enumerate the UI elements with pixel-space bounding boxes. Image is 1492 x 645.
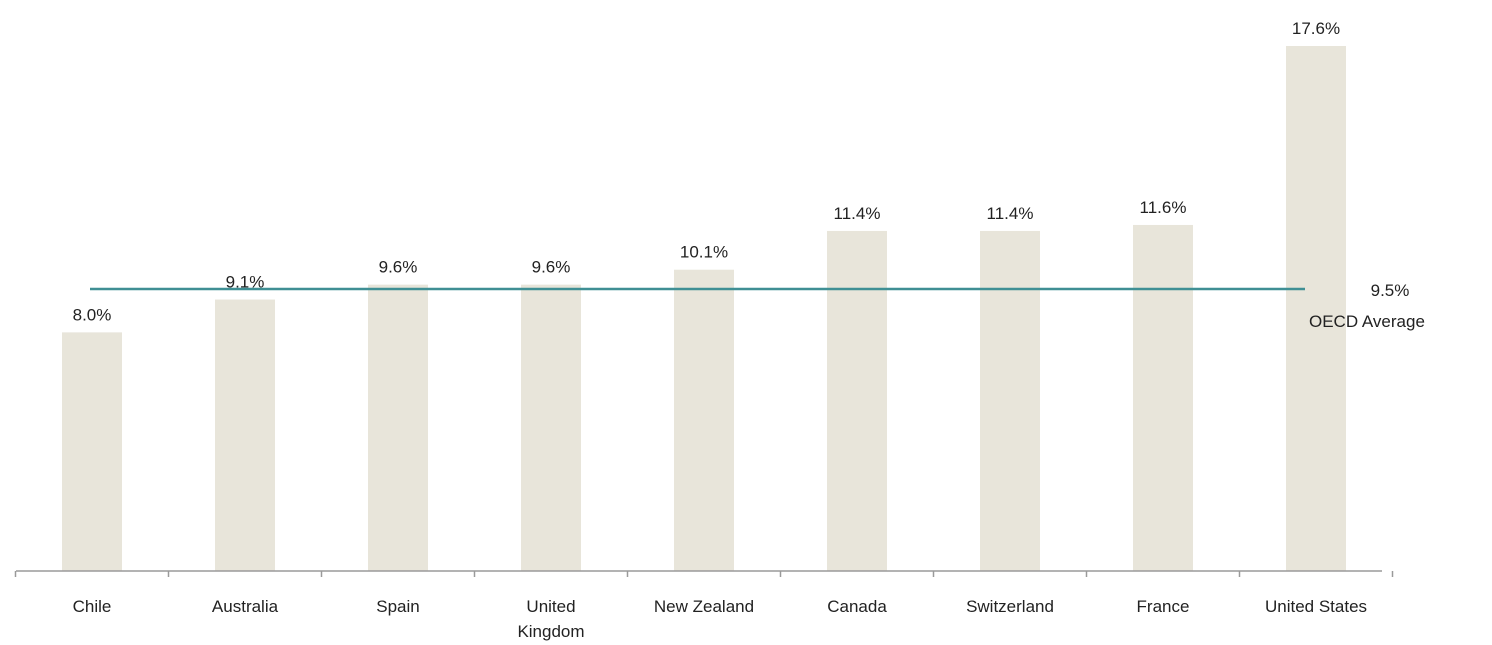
x-tick-label: France bbox=[1137, 597, 1190, 616]
data-label: 9.1% bbox=[226, 273, 265, 292]
bar bbox=[368, 284, 428, 571]
data-label: 9.6% bbox=[532, 258, 571, 277]
data-label: 11.6% bbox=[1140, 198, 1187, 217]
bar bbox=[827, 230, 887, 571]
x-tick-label: United Kingdom bbox=[517, 597, 584, 641]
bar bbox=[215, 299, 275, 571]
data-label: 8.0% bbox=[73, 305, 112, 324]
x-tick-label: Chile bbox=[73, 597, 112, 616]
oecd-average-value-label: 9.5% bbox=[1371, 281, 1410, 300]
bar bbox=[1286, 46, 1346, 571]
x-tick-label: New Zealand bbox=[654, 597, 754, 616]
bar bbox=[674, 269, 734, 571]
bar bbox=[521, 284, 581, 571]
data-label: 9.6% bbox=[379, 258, 418, 277]
bars-group bbox=[62, 46, 1346, 571]
oecd-average-name-label: OECD Average bbox=[1309, 312, 1425, 331]
bar bbox=[1133, 224, 1193, 571]
tick-labels-group: Chile Australia Spain United Kingdom New Zeal… bbox=[73, 597, 1367, 641]
x-tick-label: Australia bbox=[212, 597, 279, 616]
x-tick-label: Spain bbox=[376, 597, 419, 616]
data-label: 17.6% bbox=[1292, 19, 1340, 38]
bar bbox=[980, 230, 1040, 571]
x-tick-label: Switzerland bbox=[966, 597, 1054, 616]
data-labels-group: 8.0% 9.1% 9.6% 9.6% 10.1% 11.4% 11.4% 11.6% 17.6… bbox=[73, 19, 1340, 324]
bar bbox=[62, 332, 122, 571]
data-label: 11.4% bbox=[987, 204, 1034, 223]
x-tick-label: United States bbox=[1265, 597, 1367, 616]
x-axis bbox=[14, 570, 1394, 577]
x-tick-label: Canada bbox=[827, 597, 887, 616]
data-label: 11.4% bbox=[834, 204, 881, 223]
data-label: 10.1% bbox=[680, 243, 728, 262]
